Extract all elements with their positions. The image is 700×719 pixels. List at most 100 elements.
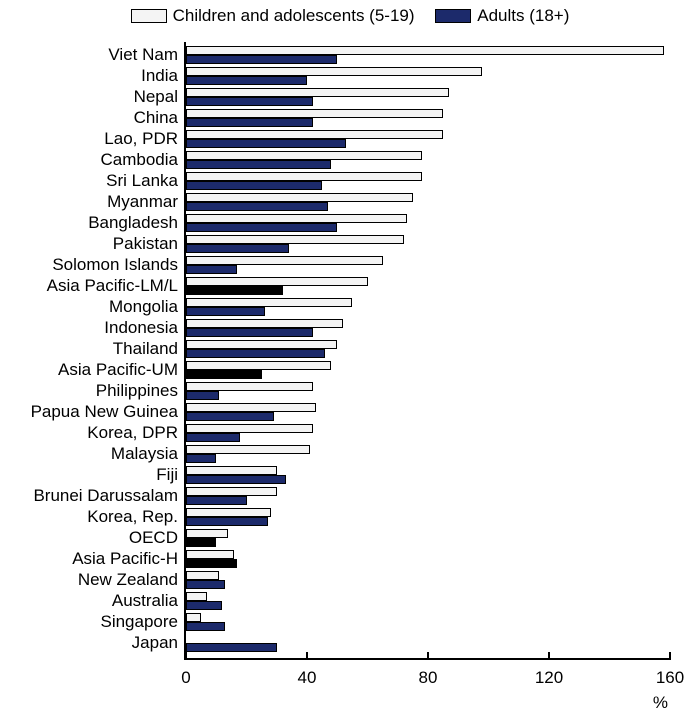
category-label: Fiji <box>156 465 186 485</box>
category-label: Korea, Rep. <box>87 507 186 527</box>
bar-adults <box>186 181 322 190</box>
bar-children <box>186 424 313 433</box>
category-row: Philippines <box>186 382 670 400</box>
bar-adults <box>186 622 225 631</box>
x-tick-label: 0 <box>181 668 190 688</box>
bar-adults <box>186 265 237 274</box>
category-row: Myanmar <box>186 193 670 211</box>
category-row: Korea, DPR <box>186 424 670 442</box>
category-label: Japan <box>132 633 186 653</box>
x-axis-label: % <box>653 693 668 713</box>
x-tick <box>185 652 187 660</box>
category-label: Asia Pacific-LM/L <box>47 276 186 296</box>
category-row: Korea, Rep. <box>186 508 670 526</box>
bar-adults <box>186 223 337 232</box>
bar-adults <box>186 286 283 295</box>
category-row: Lao, PDR <box>186 130 670 148</box>
category-label: Solomon Islands <box>52 255 186 275</box>
category-row: Australia <box>186 592 670 610</box>
category-label: India <box>141 66 186 86</box>
bar-children <box>186 193 413 202</box>
category-row: Mongolia <box>186 298 670 316</box>
category-row: China <box>186 109 670 127</box>
category-label: Myanmar <box>107 192 186 212</box>
bar-adults <box>186 517 268 526</box>
category-row: Bangladesh <box>186 214 670 232</box>
bar-children <box>186 214 407 223</box>
bar-children <box>186 403 316 412</box>
category-label: Nepal <box>134 87 186 107</box>
bar-children <box>186 298 352 307</box>
category-row: OECD <box>186 529 670 547</box>
category-row: Brunei Darussalam <box>186 487 670 505</box>
category-row: Cambodia <box>186 151 670 169</box>
bar-children <box>186 592 207 601</box>
bar-adults <box>186 76 307 85</box>
category-row: Papua New Guinea <box>186 403 670 421</box>
category-label: China <box>134 108 186 128</box>
category-label: Thailand <box>113 339 186 359</box>
plot-area: % 04080120160Viet NamIndiaNepalChinaLao,… <box>184 42 670 660</box>
category-label: OECD <box>129 528 186 548</box>
category-label: Lao, PDR <box>104 129 186 149</box>
bar-children <box>186 508 271 517</box>
category-label: Papua New Guinea <box>31 402 186 422</box>
category-label: Singapore <box>100 612 186 632</box>
category-row: New Zealand <box>186 571 670 589</box>
category-row: Viet Nam <box>186 46 670 64</box>
bar-children <box>186 235 404 244</box>
category-row: Singapore <box>186 613 670 631</box>
bar-children <box>186 571 219 580</box>
category-row: Solomon Islands <box>186 256 670 274</box>
x-tick <box>669 652 671 660</box>
bar-adults <box>186 307 265 316</box>
category-label: Indonesia <box>104 318 186 338</box>
bar-children <box>186 319 343 328</box>
category-row: Japan <box>186 634 670 652</box>
category-row: Indonesia <box>186 319 670 337</box>
bar-adults <box>186 601 222 610</box>
bar-children <box>186 256 383 265</box>
category-label: New Zealand <box>78 570 186 590</box>
category-label: Philippines <box>96 381 186 401</box>
x-tick <box>427 652 429 660</box>
category-label: Asia Pacific-UM <box>58 360 186 380</box>
bar-adults <box>186 97 313 106</box>
legend-item-children: Children and adolescents (5-19) <box>131 6 415 26</box>
bar-children <box>186 172 422 181</box>
bar-adults <box>186 559 237 568</box>
category-label: Malaysia <box>111 444 186 464</box>
bar-adults <box>186 496 247 505</box>
legend-swatch-adults <box>435 9 471 23</box>
bar-adults <box>186 160 331 169</box>
x-tick-label: 120 <box>535 668 563 688</box>
chart-container: Children and adolescents (5-19) Adults (… <box>0 0 700 719</box>
category-row: Sri Lanka <box>186 172 670 190</box>
category-label: Bangladesh <box>88 213 186 233</box>
category-label: Australia <box>112 591 186 611</box>
category-row: Thailand <box>186 340 670 358</box>
bar-adults <box>186 391 219 400</box>
legend-swatch-children <box>131 9 167 23</box>
bar-adults <box>186 244 289 253</box>
bar-children <box>186 613 201 622</box>
bar-adults <box>186 370 262 379</box>
bar-children <box>186 550 234 559</box>
bar-children <box>186 67 482 76</box>
legend: Children and adolescents (5-19) Adults (… <box>0 6 700 28</box>
bar-adults <box>186 328 313 337</box>
legend-label-adults: Adults (18+) <box>477 6 569 26</box>
legend-item-adults: Adults (18+) <box>435 6 569 26</box>
bar-adults <box>186 202 328 211</box>
bar-children <box>186 361 331 370</box>
bar-children <box>186 382 313 391</box>
x-tick <box>306 652 308 660</box>
bar-adults <box>186 118 313 127</box>
bar-children <box>186 445 310 454</box>
category-row: Asia Pacific-H <box>186 550 670 568</box>
category-label: Sri Lanka <box>106 171 186 191</box>
bar-children <box>186 277 368 286</box>
x-tick-label: 40 <box>298 668 317 688</box>
bar-children <box>186 487 277 496</box>
category-row: Asia Pacific-LM/L <box>186 277 670 295</box>
